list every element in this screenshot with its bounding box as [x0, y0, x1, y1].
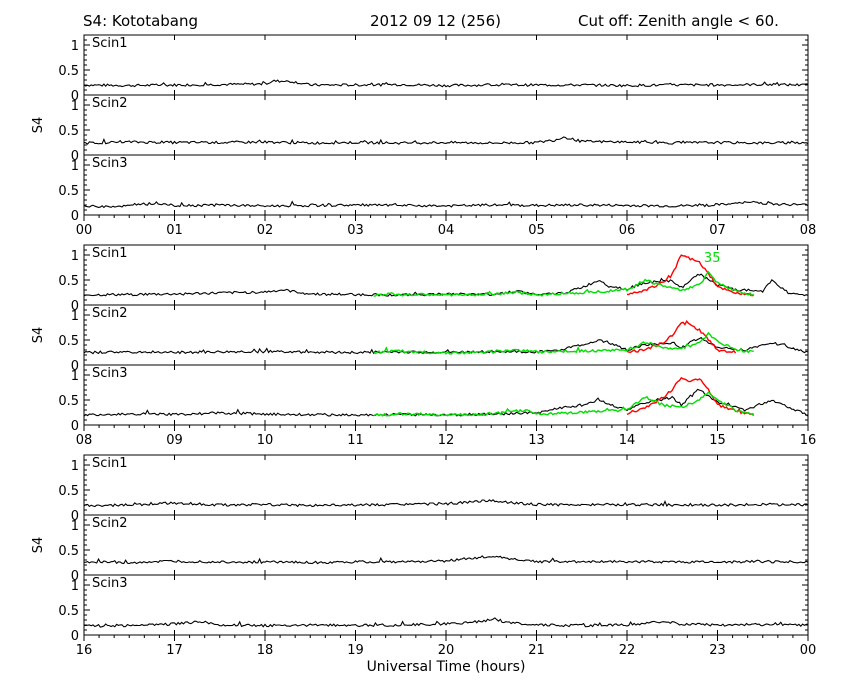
y-tick-label: 0 [71, 569, 79, 584]
y-tick-label: 0 [71, 629, 79, 644]
series-red-g2-scin1 [626, 254, 754, 297]
y-tick-label: 0.5 [58, 184, 79, 199]
date-label: 2012 09 12 (256) [370, 12, 501, 30]
y-tick-label: 0.5 [58, 484, 79, 499]
y-tick-label: 0 [71, 149, 79, 164]
y-tick-label: 0 [71, 209, 79, 224]
x-tick-label: 22 [619, 643, 636, 658]
y-tick-label: 1 [71, 39, 79, 54]
x-tick-label: 18 [257, 643, 274, 658]
x-tick-label: 03 [347, 223, 364, 238]
panel-frame-g2-3 [83, 364, 809, 426]
panel-label-scin1: Scin1 [92, 36, 128, 51]
x-tick-label: 00 [76, 223, 93, 238]
panel-frame-g1-2 [83, 94, 809, 156]
panel-label-scin3: Scin3 [92, 576, 128, 591]
y-tick-label: 0.5 [58, 394, 79, 409]
panel-label-scin2: Scin2 [92, 306, 128, 321]
series-annotation: 35 [704, 251, 721, 266]
x-axis-label: Universal Time (hours) [367, 659, 526, 675]
x-tick-label: 11 [347, 433, 364, 448]
station-title: S4: Kototabang [83, 12, 199, 30]
y-tick-label: 1 [71, 369, 79, 384]
series-black-g2-scin2 [83, 336, 809, 355]
panel-label-scin1: Scin1 [92, 456, 128, 471]
x-tick-label: 20 [438, 643, 455, 658]
series-black-g2-scin1 [83, 273, 809, 297]
series-black-g3-scin2 [83, 555, 809, 565]
x-tick-label: 06 [619, 223, 636, 238]
cutoff-label: Cut off: Zenith angle < 60. [578, 12, 779, 30]
panel-label-scin2: Scin2 [92, 516, 128, 531]
series-black-g1-scin1 [83, 79, 809, 88]
x-tick-label: 01 [166, 223, 183, 238]
x-tick-label: 15 [709, 433, 726, 448]
y-tick-label: 0 [71, 359, 79, 374]
x-tick-label: 02 [257, 223, 274, 238]
x-tick-label: 13 [528, 433, 545, 448]
y-tick-label: 0.5 [58, 124, 79, 139]
series-black-g3-scin1 [83, 499, 809, 508]
panel-frame-g3-2 [83, 514, 809, 576]
panel-label-scin3: Scin3 [92, 366, 128, 381]
panel-label-scin1: Scin1 [92, 246, 128, 261]
y-tick-label: 1 [71, 579, 79, 594]
series-red-g2-scin2 [626, 319, 737, 354]
series-green-g2-scin3 [373, 391, 755, 417]
x-tick-label: 12 [438, 433, 455, 448]
x-tick-label: 00 [800, 643, 817, 658]
series-black-g2-scin3 [83, 388, 809, 417]
x-tick-label: 08 [800, 223, 817, 238]
y-tick-label: 0 [71, 299, 79, 314]
y-axis-label: S4 [31, 327, 46, 344]
x-tick-label: 05 [528, 223, 545, 238]
x-tick-label: 10 [257, 433, 274, 448]
y-tick-label: 0.5 [58, 544, 79, 559]
x-tick-label: 14 [619, 433, 636, 448]
panel-frame-g2-2 [83, 304, 809, 366]
x-tick-label: 09 [166, 433, 183, 448]
panel-frame-g3-3 [83, 574, 809, 636]
x-tick-label: 16 [800, 433, 817, 448]
series-green-g2-scin1 [373, 270, 755, 297]
series-black-g1-scin3 [83, 200, 809, 209]
x-tick-label: 07 [709, 223, 726, 238]
x-tick-label: 19 [347, 643, 364, 658]
y-tick-label: 1 [71, 459, 79, 474]
x-tick-label: 23 [709, 643, 726, 658]
y-tick-label: 0.5 [58, 274, 79, 289]
y-tick-label: 0.5 [58, 604, 79, 619]
y-tick-label: 0 [71, 509, 79, 524]
y-tick-label: 1 [71, 309, 79, 324]
y-tick-label: 0 [71, 419, 79, 434]
y-tick-label: 0.5 [58, 64, 79, 79]
x-tick-label: 17 [166, 643, 183, 658]
series-green-g2-scin2 [373, 331, 754, 355]
series-black-g3-scin3 [83, 617, 808, 628]
panel-label-scin2: Scin2 [92, 96, 128, 111]
panel-label-scin3: Scin3 [92, 156, 128, 171]
y-tick-label: 1 [71, 159, 79, 174]
x-tick-label: 16 [76, 643, 93, 658]
x-tick-label: 08 [76, 433, 93, 448]
y-tick-label: 1 [71, 249, 79, 264]
y-tick-label: 1 [71, 99, 79, 114]
series-black-g1-scin2 [83, 136, 809, 145]
y-axis-label: S4 [31, 537, 46, 554]
y-axis-label: S4 [31, 117, 46, 134]
x-tick-label: 21 [528, 643, 545, 658]
panel-frame-g3-1 [83, 454, 809, 516]
y-tick-label: 0 [71, 89, 79, 104]
x-tick-label: 04 [438, 223, 455, 238]
y-tick-label: 1 [71, 519, 79, 534]
series-red-g2-scin3 [626, 376, 754, 416]
y-tick-label: 0.5 [58, 334, 79, 349]
